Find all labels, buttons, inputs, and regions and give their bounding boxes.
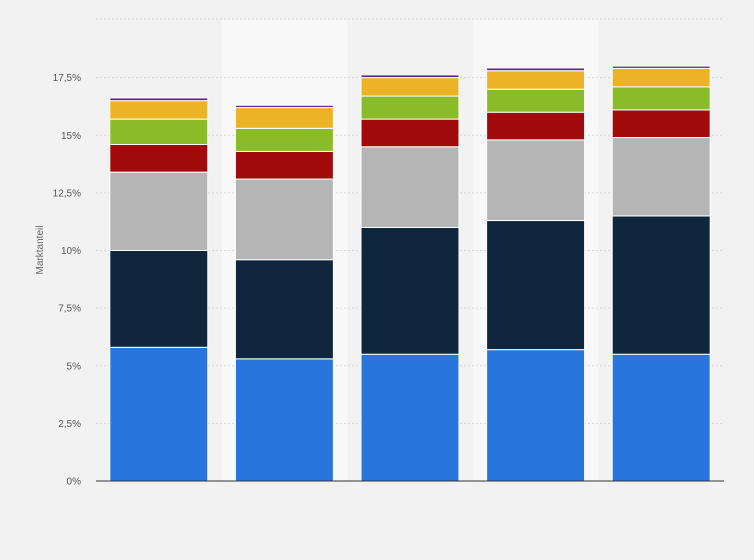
bar-segment[interactable] bbox=[611, 65, 711, 69]
y-tick-label: 5% bbox=[67, 361, 82, 372]
bar-segment[interactable] bbox=[611, 86, 711, 111]
bar-segment[interactable] bbox=[360, 74, 460, 79]
bar-segment[interactable] bbox=[234, 150, 334, 180]
bar-segment[interactable] bbox=[234, 107, 334, 129]
bar-segment[interactable] bbox=[486, 70, 586, 90]
y-tick-label: 12,5% bbox=[53, 188, 81, 199]
bar-segment[interactable] bbox=[109, 118, 209, 145]
bar-segment[interactable] bbox=[611, 109, 711, 139]
bar-segment[interactable] bbox=[109, 100, 209, 120]
bar-segment[interactable] bbox=[360, 118, 460, 148]
bar-segment[interactable] bbox=[109, 346, 209, 482]
y-tick-label: 0% bbox=[67, 477, 82, 488]
bar-segment[interactable] bbox=[109, 250, 209, 348]
bar-segment[interactable] bbox=[486, 67, 586, 72]
bars bbox=[109, 65, 711, 482]
bar-segment[interactable] bbox=[360, 226, 460, 355]
y-tick-label: 10% bbox=[61, 246, 81, 257]
bar-segment[interactable] bbox=[109, 97, 209, 102]
bar-segment[interactable] bbox=[234, 104, 334, 109]
bar-segment[interactable] bbox=[234, 178, 334, 261]
bar-segment[interactable] bbox=[360, 95, 460, 120]
bar-segment[interactable] bbox=[360, 353, 460, 482]
bar-segment[interactable] bbox=[109, 143, 209, 173]
bar-segment[interactable] bbox=[486, 220, 586, 351]
bar-segment[interactable] bbox=[360, 146, 460, 228]
bar-segment[interactable] bbox=[611, 215, 711, 355]
bar-segment[interactable] bbox=[234, 127, 334, 152]
y-tick-label: 17,5% bbox=[53, 73, 81, 84]
y-tick-label: 7,5% bbox=[58, 304, 81, 315]
bar-segment[interactable] bbox=[360, 77, 460, 97]
bar-segment[interactable] bbox=[486, 349, 586, 482]
bar-segment[interactable] bbox=[486, 111, 586, 141]
bar-segment[interactable] bbox=[486, 139, 586, 222]
bar-segment[interactable] bbox=[611, 353, 711, 482]
bar-segment[interactable] bbox=[234, 358, 334, 482]
y-tick-label: 2,5% bbox=[58, 419, 81, 430]
bar-segment[interactable] bbox=[109, 171, 209, 252]
y-tick-label: 15% bbox=[61, 131, 81, 142]
bar-segment[interactable] bbox=[486, 88, 586, 113]
y-tick-labels: 0% 2,5% 5% 7,5% 10% 12,5% 15% 17,5% bbox=[53, 73, 81, 487]
bar-segment[interactable] bbox=[234, 259, 334, 360]
bar-segment[interactable] bbox=[611, 67, 711, 88]
y-axis-title: Marktanteil bbox=[35, 226, 46, 275]
bar-segment[interactable] bbox=[611, 137, 711, 217]
